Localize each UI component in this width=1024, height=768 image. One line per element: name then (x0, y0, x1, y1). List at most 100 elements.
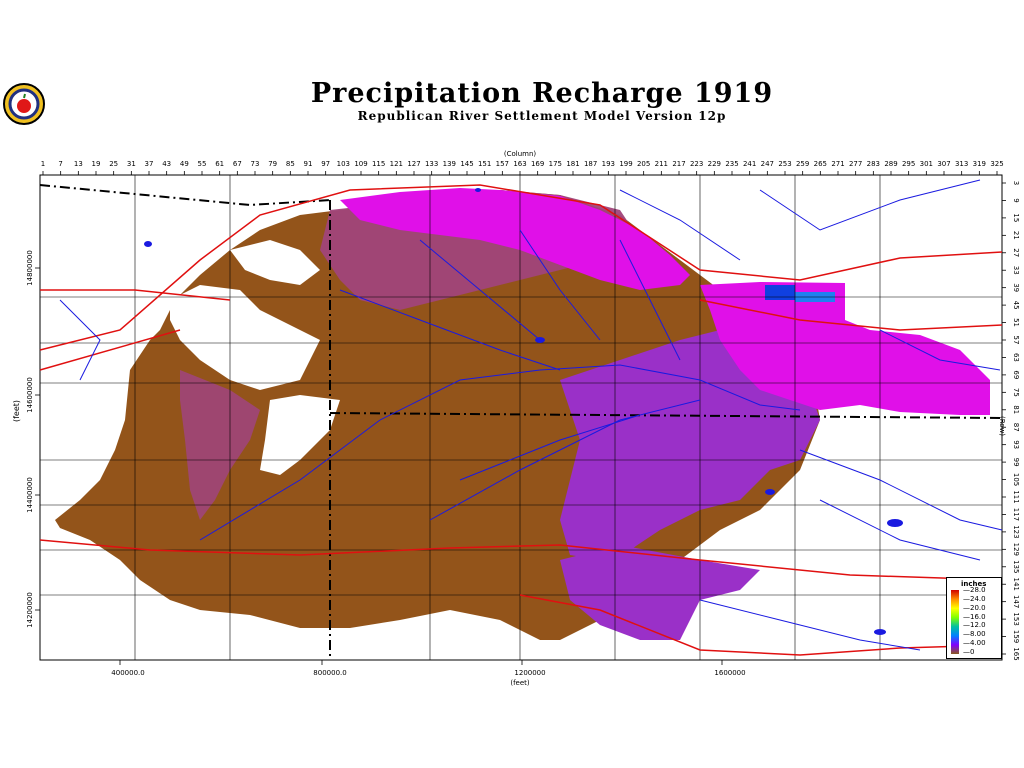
column-tick-label: 295 (902, 160, 915, 168)
row-tick-label: 165 (1012, 647, 1020, 660)
no-data-area (230, 240, 320, 285)
column-tick-label: 259 (796, 160, 809, 168)
state-boundary (39, 184, 1003, 660)
legend-title: inches (961, 580, 987, 588)
row-tick-label: 3 (1012, 181, 1020, 185)
row-tick-label: 153 (1012, 612, 1020, 625)
column-tick-label: 205 (637, 160, 650, 168)
column-tick-label: 121 (390, 160, 403, 168)
row-tick-label: 45 (1012, 301, 1020, 310)
row-tick-label: 93 (1012, 440, 1020, 449)
row-tick-label: 105 (1012, 473, 1020, 486)
y-axis-unit: (feet) (12, 399, 21, 422)
row-tick-label: 51 (1012, 318, 1020, 327)
x-axis-unit: (feet) (510, 679, 530, 687)
column-tick-label: 151 (478, 160, 491, 168)
column-tick-label: 187 (584, 160, 597, 168)
column-tick-label: 109 (354, 160, 367, 168)
row-tick-label: 27 (1012, 248, 1020, 257)
column-tick-label: 97 (321, 160, 330, 168)
row-tick-label: 21 (1012, 231, 1020, 240)
column-tick-label: 79 (268, 160, 277, 168)
recharge-zone-blue (765, 285, 795, 300)
column-tick-label: 25 (109, 160, 118, 168)
row-tick-label: 75 (1012, 388, 1020, 397)
legend-label: —4.00 (963, 639, 986, 648)
column-tick-label: 217 (672, 160, 685, 168)
row-tick-label: 81 (1012, 405, 1020, 414)
x-tick-label: 400000.0 (111, 669, 144, 677)
column-tick-label: 73 (251, 160, 260, 168)
column-tick-label: 169 (531, 160, 544, 168)
legend: inches —28.0 —24.0 —20.0 —16.0 —12.0 —8.00 —4.… (946, 577, 1002, 659)
row-tick-label: 63 (1012, 353, 1020, 362)
x-tick-label: 800000.0 (313, 669, 346, 677)
column-tick-label: 325 (990, 160, 1003, 168)
column-tick-label: 61 (215, 160, 224, 168)
column-tick-label: 223 (690, 160, 703, 168)
row-axis-label: (Row) (998, 416, 1006, 437)
roads (39, 184, 1003, 656)
recharge-zone-purple (560, 330, 820, 560)
column-tick-label: 211 (655, 160, 668, 168)
column-tick-label: 307 (937, 160, 950, 168)
column-tick-label: 241 (743, 160, 756, 168)
y-tick-label: 14600000 (26, 377, 34, 413)
row-tick-label: 57 (1012, 336, 1020, 345)
column-tick-label: 31 (127, 160, 136, 168)
column-tick-label: 163 (513, 160, 526, 168)
recharge-zone-magenta (340, 188, 690, 290)
column-tick-label: 139 (443, 160, 456, 168)
column-tick-label: 127 (407, 160, 420, 168)
axis-ticks (35, 171, 1006, 665)
row-tick-label: 9 (1012, 198, 1020, 202)
y-tick-label: 14400000 (26, 477, 34, 513)
legend-label: —28.0 (963, 586, 986, 594)
row-tick-label: 39 (1012, 283, 1020, 292)
row-tick-label: 159 (1012, 630, 1020, 643)
row-tick-label: 147 (1012, 595, 1020, 608)
agency-logo (3, 83, 45, 125)
column-tick-label: 133 (425, 160, 438, 168)
column-tick-label: 229 (708, 160, 721, 168)
x-tick-label: 1200000 (514, 669, 545, 677)
column-tick-label: 247 (761, 160, 774, 168)
legend-color-bar (951, 590, 959, 654)
column-tick-label: 43 (162, 160, 171, 168)
column-tick-label: 313 (955, 160, 968, 168)
no-data-area (170, 285, 320, 390)
column-tick-label: 91 (304, 160, 313, 168)
column-tick-label: 265 (814, 160, 827, 168)
column-tick-label: 19 (92, 160, 101, 168)
column-axis-label: (Column) (503, 150, 537, 158)
no-data-area (260, 395, 340, 475)
legend-label: —12.0 (963, 621, 986, 630)
legend-label: —16.0 (963, 612, 986, 621)
column-tick-label: 103 (337, 160, 350, 168)
recharge-zone-purple (560, 545, 760, 640)
column-tick-label: 175 (549, 160, 562, 168)
column-tick-label: 13 (74, 160, 83, 168)
legend-label: —24.0 (963, 594, 986, 603)
column-tick-label: 157 (496, 160, 509, 168)
row-tick-label: 87 (1012, 423, 1020, 432)
row-tick-label: 99 (1012, 458, 1020, 467)
column-tick-label: 193 (602, 160, 615, 168)
water-bodies (144, 188, 903, 635)
column-tick-label: 181 (566, 160, 579, 168)
column-tick-label: 145 (460, 160, 473, 168)
column-tick-label: 319 (973, 160, 986, 168)
column-tick-label: 67 (233, 160, 242, 168)
y-tick-label: 14200000 (26, 592, 34, 628)
axis-tick-labels: 1 7 13 19 25 31 37 43 49 55 61 67 73 79 85 91 97 103 109 11… (26, 160, 1020, 677)
row-tick-label: 135 (1012, 560, 1020, 573)
row-tick-label: 123 (1012, 525, 1020, 538)
x-tick-label: 1600000 (714, 669, 745, 677)
legend-label: —20.0 (963, 603, 986, 612)
page-subtitle: Republican River Settlement Model Versio… (357, 109, 727, 123)
row-tick-label: 33 (1012, 266, 1020, 275)
column-tick-label: 199 (619, 160, 632, 168)
column-tick-label: 253 (778, 160, 791, 168)
y-tick-label: 14800000 (26, 250, 34, 286)
